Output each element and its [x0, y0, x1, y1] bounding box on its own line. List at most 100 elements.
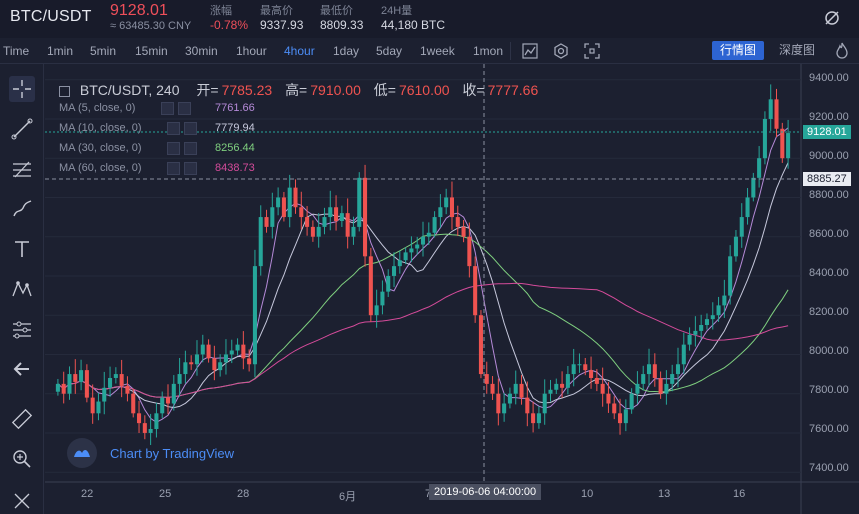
ma30-settings-icon[interactable]	[167, 142, 180, 155]
pattern-icon[interactable]	[9, 276, 35, 302]
price-chart[interactable]: BTC/USDT, 240 开= 7785.23 高= 7910.00 低= 7610…	[45, 64, 859, 514]
candle-body	[322, 217, 327, 227]
candle-body	[478, 315, 483, 375]
interval-15min[interactable]: 15min	[135, 44, 168, 58]
candlestick-plot[interactable]	[45, 64, 859, 514]
ma30-remove-icon[interactable]	[184, 142, 197, 155]
candle-body	[96, 401, 101, 414]
candle-body	[565, 374, 570, 388]
fullscreen-icon[interactable]	[582, 41, 602, 61]
candle-body	[154, 413, 159, 430]
y-tick: 8400.00	[809, 267, 849, 279]
candle-body	[183, 362, 188, 375]
tradingview-watermark[interactable]: Chart by TradingView	[110, 446, 235, 461]
candle-body	[67, 374, 72, 394]
eye-off-icon[interactable]	[823, 9, 841, 27]
candle-body	[125, 385, 130, 394]
candle-body	[786, 133, 791, 159]
interval-time[interactable]: Time	[3, 44, 30, 58]
high-label: 高=	[285, 82, 308, 98]
candle-body	[710, 315, 715, 320]
magnet-icon[interactable]	[9, 488, 35, 514]
text-tool-icon[interactable]	[9, 236, 35, 262]
candle-body	[670, 374, 675, 384]
open-label: 开=	[196, 82, 219, 98]
stat-label-high: 最高价	[260, 5, 293, 17]
last-price: 9128.01	[110, 2, 168, 19]
interval-1hour[interactable]: 1hour	[236, 44, 267, 58]
candle-body	[780, 128, 785, 159]
trend-line-icon[interactable]	[9, 116, 35, 142]
candle-body	[380, 291, 385, 306]
interval-5day[interactable]: 5day	[376, 44, 403, 58]
interval-5min[interactable]: 5min	[90, 44, 117, 58]
ma60-settings-icon[interactable]	[167, 162, 180, 175]
candle-body	[137, 413, 142, 424]
ma5-remove-icon[interactable]	[178, 102, 191, 115]
interval-toolbar: Time 1min 5min 15min 30min 1hour 4hour 1…	[0, 38, 859, 64]
ma60-remove-icon[interactable]	[184, 162, 197, 175]
x-tick: 6月	[339, 491, 357, 503]
candle-body	[293, 187, 298, 208]
candle-body	[235, 344, 240, 351]
candle-body	[299, 207, 304, 218]
zoom-icon[interactable]	[9, 446, 35, 472]
flame-icon[interactable]	[834, 41, 850, 61]
candle-body	[502, 403, 507, 414]
ma10-remove-icon[interactable]	[184, 122, 197, 135]
measure-icon[interactable]	[9, 316, 35, 342]
interval-30min[interactable]: 30min	[185, 44, 218, 58]
settings-icon[interactable]	[551, 41, 571, 61]
candle-body	[594, 377, 599, 384]
candle-body	[177, 374, 182, 384]
candle-body	[739, 217, 744, 237]
crosshair-icon[interactable]	[9, 76, 35, 102]
candle-body	[444, 197, 449, 208]
depth-chart-button[interactable]: 深度图	[778, 43, 815, 57]
candle-body	[675, 364, 681, 375]
candle-body	[142, 423, 147, 433]
toolbar-divider	[510, 42, 511, 60]
fib-tool-icon[interactable]	[9, 156, 35, 182]
candle-body	[560, 383, 565, 388]
candle-body	[699, 325, 704, 331]
ruler-icon[interactable]	[9, 406, 35, 432]
stat-value-low: 8809.33	[320, 18, 364, 32]
ma5-settings-icon[interactable]	[161, 102, 174, 115]
pair-name[interactable]: BTC/USDT	[10, 8, 92, 25]
x-tick: 16	[733, 488, 746, 500]
crosshair-time-tag: 2019-06-06 04:00:00	[429, 484, 542, 500]
ma5-label: MA (5, close, 0)	[59, 102, 136, 114]
brush-icon[interactable]	[9, 196, 35, 222]
low-label: 低=	[373, 82, 396, 98]
candle-body	[704, 319, 709, 326]
drawing-toolbar	[0, 64, 44, 514]
candle-body	[415, 244, 420, 249]
candle-body	[386, 275, 391, 292]
ma10-settings-icon[interactable]	[167, 122, 180, 135]
candle-body	[102, 387, 107, 402]
collapse-legend-icon[interactable]	[59, 85, 70, 97]
market-chart-button[interactable]: 行情图	[712, 41, 764, 60]
candle-body	[334, 207, 339, 221]
y-tick: 9200.00	[809, 111, 849, 123]
candle-body	[270, 207, 275, 227]
candle-body	[420, 236, 426, 245]
candle-body	[473, 266, 478, 316]
interval-1min[interactable]: 1min	[47, 44, 74, 58]
x-tick: 22	[81, 488, 94, 500]
candle-body	[223, 354, 228, 363]
arrow-left-icon[interactable]	[9, 356, 35, 382]
candle-body	[606, 393, 611, 404]
stat-label-low: 最低价	[320, 5, 353, 17]
chart-type-icon[interactable]	[520, 41, 540, 61]
interval-4hour[interactable]: 4hour	[284, 44, 315, 58]
interval-1week[interactable]: 1week	[420, 44, 455, 58]
candle-body	[757, 158, 762, 178]
candle-body	[165, 397, 171, 404]
candle-body	[258, 217, 263, 267]
y-tick: 7600.00	[809, 423, 849, 435]
interval-1day[interactable]: 1day	[333, 44, 360, 58]
interval-1mon[interactable]: 1mon	[473, 44, 504, 58]
x-tick: 10	[581, 488, 594, 500]
